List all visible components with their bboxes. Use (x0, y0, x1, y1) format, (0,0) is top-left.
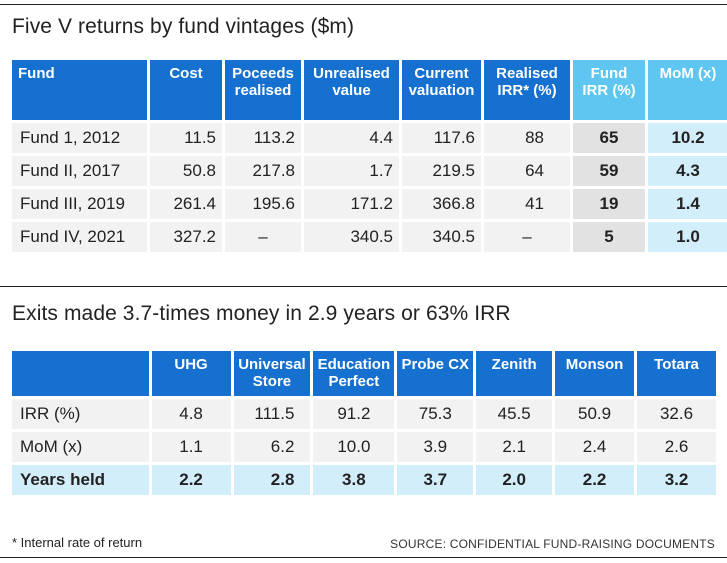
column-header-education-perfect: Education Perfect (313, 351, 395, 396)
zenith-cell: 2.1 (476, 432, 553, 462)
column-header-proceeds-realised: Poceeds realised (225, 60, 301, 120)
column-header-uhg: UHG (151, 351, 231, 396)
probe-cx-cell: 3.9 (397, 432, 474, 462)
zenith-cell: 45.5 (476, 399, 553, 429)
table-header-row: Fund Cost Poceeds realised Unrealised va… (12, 60, 727, 120)
metric-label-cell: MoM (x) (12, 432, 149, 462)
valuation-cell: 366.8 (402, 189, 481, 219)
valuation-cell: 340.5 (402, 222, 481, 252)
uhg-cell: 4.8 (151, 399, 231, 429)
cost-cell: 327.2 (150, 222, 222, 252)
exits-table: UHG Universal Store Education Perfect Pr… (9, 348, 719, 498)
fund-irr-cell: 59 (573, 156, 645, 186)
table-row: Fund III, 2019 261.4 195.6 171.2 366.8 4… (12, 189, 727, 219)
fund-irr-cell: 5 (573, 222, 645, 252)
proceeds-cell: 195.6 (225, 189, 301, 219)
fund-name-cell: Fund 1, 2012 (12, 123, 147, 153)
universal-store-cell: 6.2 (233, 432, 311, 462)
column-header-realised-irr: Realised IRR* (%) (484, 60, 570, 120)
bottom-rule (0, 557, 727, 558)
universal-store-cell: 111.5 (233, 399, 311, 429)
valuation-cell: 117.6 (402, 123, 481, 153)
cost-cell: 261.4 (150, 189, 222, 219)
column-header-zenith: Zenith (476, 351, 553, 396)
table-row: Fund IV, 2021 327.2 – 340.5 340.5 – 5 1.… (12, 222, 727, 252)
uhg-cell: 1.1 (151, 432, 231, 462)
column-header-mom: MoM (x) (648, 60, 727, 120)
section-divider (0, 286, 727, 287)
realised-irr-cell: 41 (484, 189, 570, 219)
column-header-monson: Monson (555, 351, 635, 396)
column-header-current-valuation: Current valuation (402, 60, 481, 120)
mom-cell: 1.0 (648, 222, 727, 252)
fund-irr-cell: 19 (573, 189, 645, 219)
proceeds-cell: – (225, 222, 301, 252)
cost-cell: 50.8 (150, 156, 222, 186)
universal-store-cell: 2.8 (233, 465, 311, 495)
mom-cell: 1.4 (648, 189, 727, 219)
table-row: Fund II, 2017 50.8 217.8 1.7 219.5 64 59… (12, 156, 727, 186)
unrealised-cell: 4.4 (304, 123, 399, 153)
fund-irr-cell: 65 (573, 123, 645, 153)
fund-vintages-table: Fund Cost Poceeds realised Unrealised va… (9, 57, 727, 255)
realised-irr-cell: 64 (484, 156, 570, 186)
totara-cell: 2.6 (637, 432, 716, 462)
column-header-fund-irr: Fund IRR (%) (573, 60, 645, 120)
proceeds-cell: 113.2 (225, 123, 301, 153)
table-row: Years held 2.2 2.8 3.8 3.7 2.0 2.2 3.2 (12, 465, 716, 495)
monson-cell: 50.9 (555, 399, 635, 429)
valuation-cell: 219.5 (402, 156, 481, 186)
fund-name-cell: Fund II, 2017 (12, 156, 147, 186)
education-perfect-cell: 10.0 (313, 432, 395, 462)
probe-cx-cell: 3.7 (397, 465, 474, 495)
totara-cell: 3.2 (637, 465, 716, 495)
unrealised-cell: 1.7 (304, 156, 399, 186)
footnote: * Internal rate of return (12, 535, 143, 550)
realised-irr-cell: 88 (484, 123, 570, 153)
exits-title: Exits made 3.7-times money in 2.9 years … (12, 302, 511, 325)
unrealised-cell: 340.5 (304, 222, 399, 252)
metric-label-cell: IRR (%) (12, 399, 149, 429)
education-perfect-cell: 91.2 (313, 399, 395, 429)
probe-cx-cell: 75.3 (397, 399, 474, 429)
table-row: IRR (%) 4.8 111.5 91.2 75.3 45.5 50.9 32… (12, 399, 716, 429)
realised-irr-cell: – (484, 222, 570, 252)
mom-cell: 4.3 (648, 156, 727, 186)
column-header-fund: Fund (12, 60, 147, 120)
education-perfect-cell: 3.8 (313, 465, 395, 495)
proceeds-cell: 217.8 (225, 156, 301, 186)
column-header-probe-cx: Probe CX (397, 351, 474, 396)
fund-name-cell: Fund III, 2019 (12, 189, 147, 219)
column-header-totara: Totara (637, 351, 716, 396)
metric-label-cell: Years held (12, 465, 149, 495)
uhg-cell: 2.2 (151, 465, 231, 495)
column-header-cost: Cost (150, 60, 222, 120)
table-row: MoM (x) 1.1 6.2 10.0 3.9 2.1 2.4 2.6 (12, 432, 716, 462)
mom-cell: 10.2 (648, 123, 727, 153)
zenith-cell: 2.0 (476, 465, 553, 495)
monson-cell: 2.2 (555, 465, 635, 495)
cost-cell: 11.5 (150, 123, 222, 153)
monson-cell: 2.4 (555, 432, 635, 462)
totara-cell: 32.6 (637, 399, 716, 429)
source-credit: SOURCE: CONFIDENTIAL FUND-RAISING DOCUME… (390, 537, 715, 551)
table-header-row: UHG Universal Store Education Perfect Pr… (12, 351, 716, 396)
column-header-unrealised-value: Unrealised value (304, 60, 399, 120)
table-row: Fund 1, 2012 11.5 113.2 4.4 117.6 88 65 … (12, 123, 727, 153)
top-rule (0, 4, 727, 5)
fund-name-cell: Fund IV, 2021 (12, 222, 147, 252)
column-header-blank (12, 351, 149, 396)
column-header-universal-store: Universal Store (233, 351, 311, 396)
fund-vintages-title: Five V returns by fund vintages ($m) (12, 15, 355, 38)
unrealised-cell: 171.2 (304, 189, 399, 219)
